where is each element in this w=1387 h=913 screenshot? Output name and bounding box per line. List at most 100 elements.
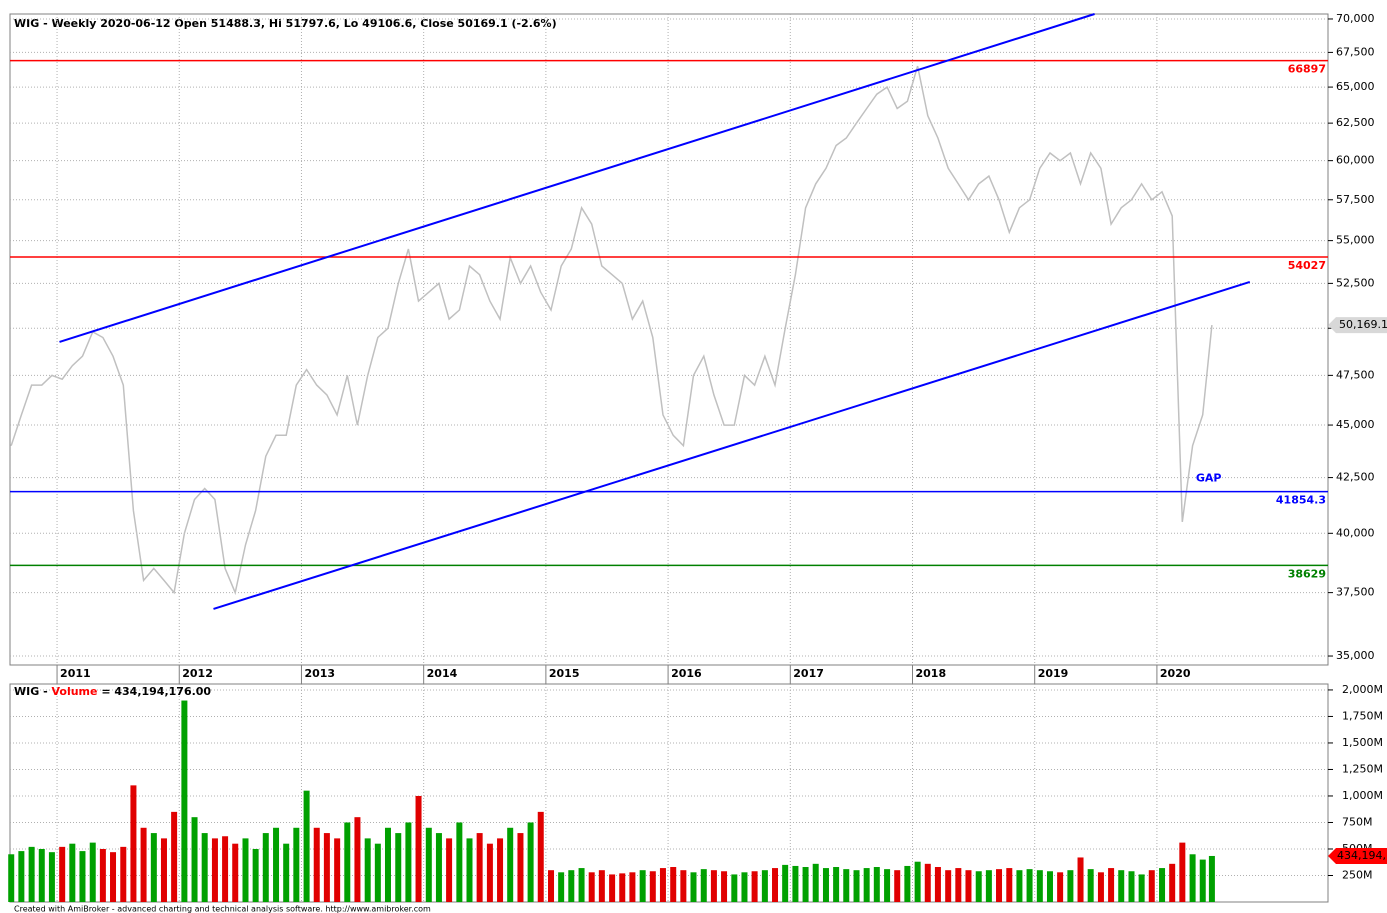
volume-bar xyxy=(354,817,361,902)
volume-bar xyxy=(1179,842,1186,902)
volume-bar xyxy=(598,870,605,902)
volume-bar xyxy=(364,838,371,902)
volume-bar xyxy=(334,838,341,902)
volume-bar xyxy=(812,863,819,902)
volume-bar xyxy=(782,864,789,902)
volume-bar xyxy=(548,870,555,902)
volume-bar xyxy=(18,851,25,902)
volume-bar xyxy=(211,838,218,902)
y-tick-label: 62,500 xyxy=(1336,116,1375,129)
volume-title-part: = 434,194,176.00 xyxy=(97,685,211,698)
annotation: GAP xyxy=(1196,472,1222,485)
volume-bar xyxy=(924,863,931,902)
volume-bar xyxy=(1077,857,1084,902)
y-tick-label: 2,000M xyxy=(1342,683,1383,696)
volume-bar xyxy=(1097,872,1104,902)
volume-bar xyxy=(843,869,850,902)
volume-bar xyxy=(833,867,840,902)
volume-bar xyxy=(395,833,402,902)
volume-bar xyxy=(313,827,320,902)
volume-bar xyxy=(965,870,972,902)
volume-bar xyxy=(629,872,636,902)
volume-bar xyxy=(1199,859,1206,902)
y-tick-label: 67,500 xyxy=(1336,45,1375,58)
volume-bar xyxy=(1108,868,1115,902)
y-tick-label: 45,000 xyxy=(1336,418,1375,431)
volume-bar xyxy=(741,872,748,902)
volume-bar xyxy=(914,861,921,902)
volume-bar xyxy=(690,872,697,902)
last-value-label: 50,169.1 xyxy=(1339,318,1387,331)
volume-bar xyxy=(456,822,463,902)
level-label: 66897 xyxy=(1288,63,1326,76)
volume-bar xyxy=(884,869,891,902)
volume-bar xyxy=(171,811,178,902)
trend-line xyxy=(59,13,1095,343)
level-label: 54027 xyxy=(1288,259,1326,272)
volume-bar xyxy=(1159,868,1166,902)
volume-bar xyxy=(670,867,677,902)
volume-bar xyxy=(822,868,829,902)
y-tick-label: 35,000 xyxy=(1336,649,1375,662)
volume-bar xyxy=(1087,869,1094,902)
volume-bar xyxy=(486,843,493,902)
volume-bar xyxy=(344,822,351,902)
volume-bar xyxy=(446,838,453,902)
x-tick-label: 2013 xyxy=(304,667,335,680)
volume-bar xyxy=(323,833,330,902)
volume-bar xyxy=(191,817,198,902)
x-tick-label: 2011 xyxy=(60,667,91,680)
volume-bar xyxy=(588,872,595,902)
last-value-marker xyxy=(1328,317,1387,334)
volume-bar xyxy=(731,874,738,902)
volume-bar xyxy=(1128,871,1135,902)
volume-bar xyxy=(721,871,728,902)
x-tick-label: 2020 xyxy=(1160,667,1191,680)
volume-bar xyxy=(751,871,758,902)
volume-bar xyxy=(945,870,952,902)
volume-bar xyxy=(517,833,524,902)
volume-bar xyxy=(659,868,666,902)
volume-bar xyxy=(48,852,55,902)
volume-bar xyxy=(262,833,269,902)
volume-bar xyxy=(425,827,432,902)
volume-bar xyxy=(150,833,157,902)
volume-bar xyxy=(374,843,381,902)
volume-bar xyxy=(772,868,779,902)
y-tick-label: 65,000 xyxy=(1336,80,1375,93)
volume-bar xyxy=(863,868,870,902)
volume-bar xyxy=(435,833,442,902)
last-volume-label: 434,194, xyxy=(1337,849,1386,862)
volume-bar xyxy=(853,870,860,902)
volume-bar xyxy=(1006,868,1013,902)
volume-bar xyxy=(802,867,809,902)
x-tick-label: 2015 xyxy=(549,667,580,680)
y-tick-label: 40,000 xyxy=(1336,526,1375,539)
volume-bar xyxy=(761,870,768,902)
volume-bar xyxy=(639,870,646,902)
volume-bar xyxy=(242,838,249,902)
x-tick-label: 2019 xyxy=(1038,667,1069,680)
volume-bar xyxy=(99,848,106,902)
volume-bar xyxy=(578,868,585,902)
volume-bar xyxy=(110,852,117,902)
x-tick-label: 2018 xyxy=(915,667,946,680)
y-tick-label: 57,500 xyxy=(1336,193,1375,206)
level-label: 41854.3 xyxy=(1276,494,1326,507)
volume-bar xyxy=(415,795,422,902)
volume-bar xyxy=(1057,872,1064,902)
y-tick-label: 42,500 xyxy=(1336,471,1375,484)
y-tick-label: 1,000M xyxy=(1342,789,1383,802)
last-volume-marker xyxy=(1328,847,1387,864)
y-tick-label: 750M xyxy=(1342,815,1373,828)
volume-bar xyxy=(985,870,992,902)
volume-bar xyxy=(1208,855,1215,902)
y-tick-label: 37,500 xyxy=(1336,586,1375,599)
volume-bar xyxy=(140,827,147,902)
price-panel xyxy=(9,13,1329,666)
volume-bar xyxy=(507,827,514,902)
volume-bar xyxy=(1169,863,1176,902)
volume-bar xyxy=(700,869,707,902)
volume-bar xyxy=(1026,869,1033,902)
volume-bar xyxy=(894,870,901,902)
